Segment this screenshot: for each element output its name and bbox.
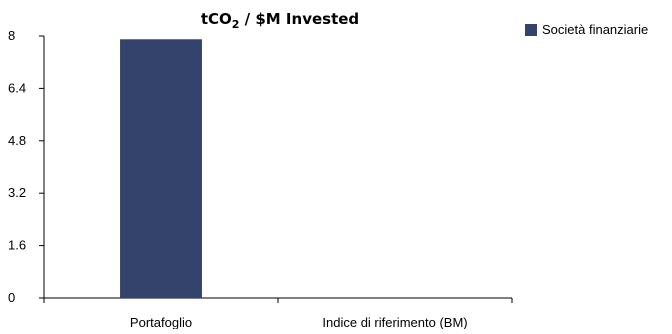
- chart-title-prefix: tCO: [201, 10, 232, 28]
- y-tick-label: 8: [8, 28, 15, 43]
- chart-title-subscript: 2: [232, 18, 240, 31]
- y-tick-label: 6.4: [8, 80, 26, 95]
- legend: Società finanziarie: [525, 22, 648, 37]
- bar: [120, 39, 202, 299]
- bars: [120, 39, 202, 299]
- y-tick-label: 3.2: [8, 185, 26, 200]
- legend-swatch: [525, 24, 537, 36]
- y-tick-label: 0: [8, 290, 15, 305]
- y-axis: 0 1.6 3.2 4.8 6.4 8: [8, 28, 45, 305]
- x-category-label: Portafoglio: [130, 315, 192, 329]
- x-axis: Portafoglio Indice di riferimento (BM): [43, 297, 513, 330]
- chart-title: tCO2 / $M Invested: [201, 10, 359, 31]
- y-tick-label: 1.6: [8, 238, 26, 253]
- chart-title-suffix: / $M Invested: [239, 10, 359, 28]
- x-category-label: Indice di riferimento (BM): [322, 315, 467, 329]
- y-tick-label: 4.8: [8, 133, 26, 148]
- legend-label: Società finanziarie: [542, 22, 648, 37]
